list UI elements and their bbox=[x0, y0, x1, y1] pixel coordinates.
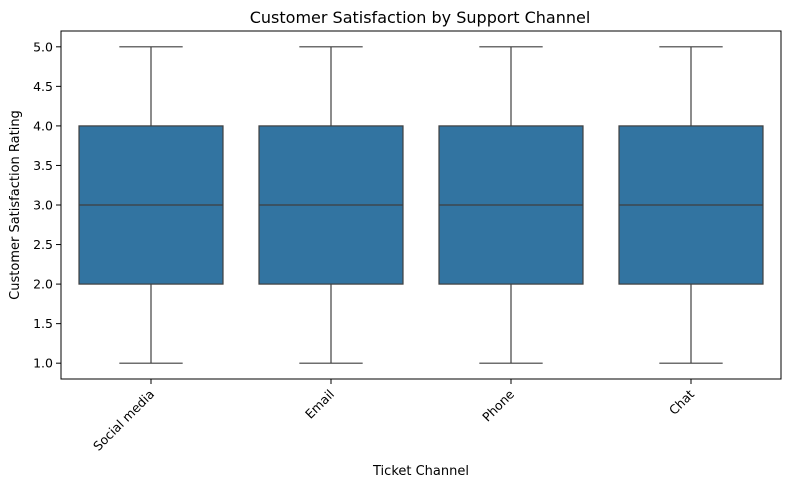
box-group bbox=[258, 46, 404, 364]
chart-title: Customer Satisfaction by Support Channel bbox=[250, 8, 591, 27]
x-tick-label: Phone bbox=[479, 386, 517, 424]
y-tick-label: 3.0 bbox=[33, 198, 53, 213]
box-group bbox=[78, 46, 224, 364]
x-tick-label: Chat bbox=[666, 386, 697, 417]
y-tick-label: 2.5 bbox=[33, 237, 53, 252]
x-axis: Social media Email Phone Chat bbox=[90, 379, 697, 454]
y-axis-label: Customer Satisfaction Rating bbox=[8, 110, 23, 300]
y-tick-label: 4.5 bbox=[33, 79, 53, 94]
plot-area bbox=[78, 46, 764, 364]
y-tick-label: 5.0 bbox=[33, 39, 53, 54]
box-group bbox=[438, 46, 584, 364]
y-axis: 1.0 1.5 2.0 2.5 3.0 3.5 4.0 4.5 5.0 bbox=[33, 39, 61, 371]
y-tick-label: 1.0 bbox=[33, 356, 53, 371]
y-tick-label: 4.0 bbox=[33, 118, 53, 133]
y-tick-label: 3.5 bbox=[33, 158, 53, 173]
x-axis-label: Ticket Channel bbox=[372, 464, 469, 479]
x-tick-label: Social media bbox=[90, 387, 157, 454]
box-group bbox=[618, 46, 764, 364]
x-tick-label: Email bbox=[302, 387, 337, 422]
y-tick-label: 1.5 bbox=[33, 316, 53, 331]
y-tick-label: 2.0 bbox=[33, 277, 53, 292]
